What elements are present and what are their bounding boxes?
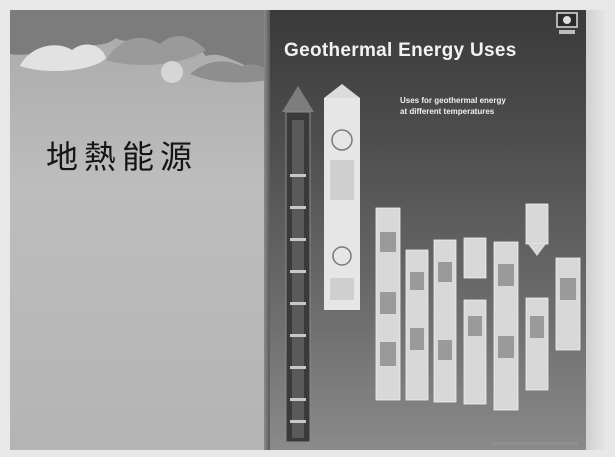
use-panel [463,237,487,279]
use-panels [375,203,581,411]
slide-subtitle: Uses for geothermal energy at different … [400,95,540,117]
left-slide: 地熱能源 [10,10,268,450]
thermometer-icon [282,86,314,443]
temperature-chart-graphic [282,84,581,443]
right-slide: Geothermal Energy Uses Uses for geotherm… [270,10,586,450]
use-panel [525,297,549,391]
slide-title-chinese: 地熱能源 [46,138,199,176]
cloud-landscape-banner [10,10,268,83]
slide-divider [264,10,270,450]
logo-icon [556,12,578,34]
use-panel [463,299,487,405]
use-panel [525,203,549,245]
slide-title: Geothermal Energy Uses [284,40,517,61]
tall-use-panel [324,84,360,310]
footer-credit-line [492,442,578,445]
subtitle-line: at different temperatures [400,107,495,116]
use-panel [555,257,581,351]
right-margin [586,10,606,450]
subtitle-line: Uses for geothermal energy [400,96,506,105]
